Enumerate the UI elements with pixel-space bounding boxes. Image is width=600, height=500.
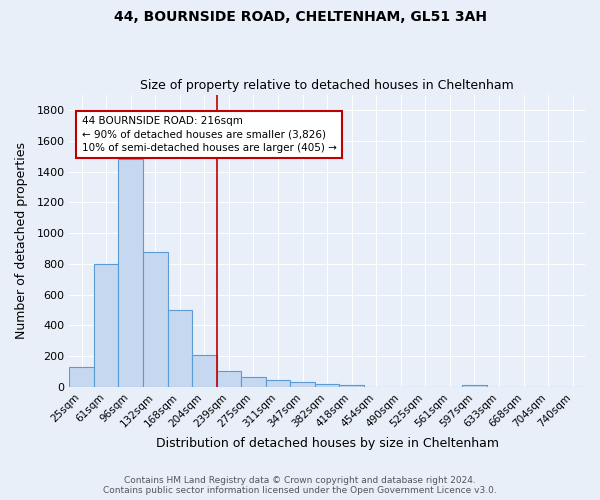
Bar [340,385,364,387]
Title: Size of property relative to detached houses in Cheltenham: Size of property relative to detached ho… [140,79,514,92]
Text: 44, BOURNSIDE ROAD, CHELTENHAM, GL51 3AH: 44, BOURNSIDE ROAD, CHELTENHAM, GL51 3AH [113,10,487,24]
Bar [266,380,290,387]
X-axis label: Distribution of detached houses by size in Cheltenham: Distribution of detached houses by size … [155,437,499,450]
Bar [167,310,192,387]
Bar [94,264,118,387]
Bar [217,371,241,387]
Bar [290,382,315,387]
Bar [118,159,143,387]
Y-axis label: Number of detached properties: Number of detached properties [15,142,28,340]
Bar [241,377,266,387]
Text: Contains HM Land Registry data © Crown copyright and database right 2024.
Contai: Contains HM Land Registry data © Crown c… [103,476,497,495]
Bar [192,356,217,387]
Bar [315,384,340,387]
Bar [70,367,94,387]
Bar [462,384,487,387]
Bar [143,252,167,387]
Text: 44 BOURNSIDE ROAD: 216sqm
← 90% of detached houses are smaller (3,826)
10% of se: 44 BOURNSIDE ROAD: 216sqm ← 90% of detac… [82,116,337,152]
